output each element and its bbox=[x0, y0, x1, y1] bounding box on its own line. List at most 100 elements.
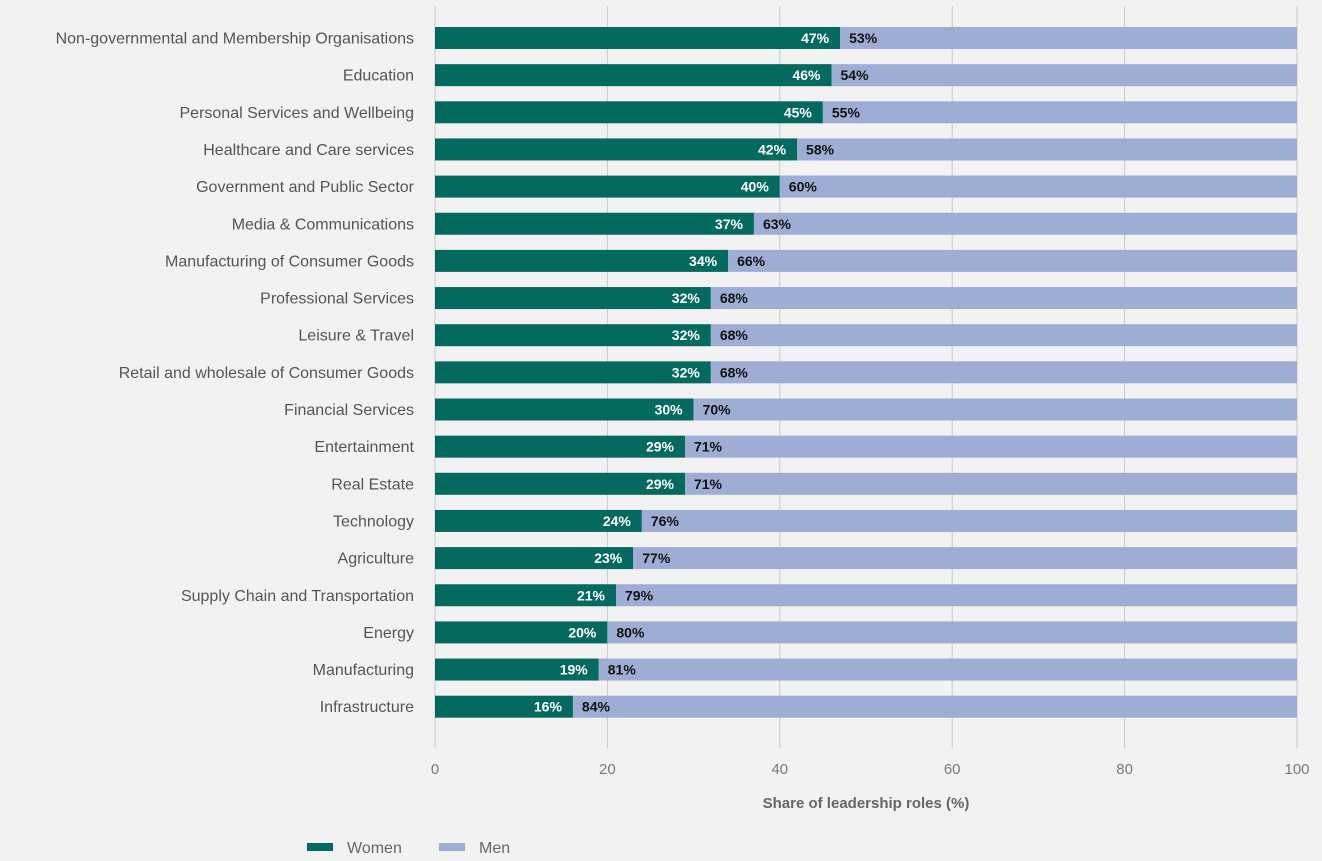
bar-men bbox=[797, 138, 1297, 161]
bar-men bbox=[693, 398, 1297, 421]
bar-women bbox=[435, 101, 823, 124]
category-label: Education bbox=[343, 68, 414, 85]
bar-women bbox=[435, 324, 711, 347]
bar-women bbox=[435, 398, 694, 421]
data-label-men: 77% bbox=[642, 550, 671, 566]
bars: 47% 53% 46% 54% 45% 55% 42% 58% 40% 60% 37% 63% 34% 6… bbox=[435, 27, 1297, 718]
bar-men bbox=[822, 101, 1297, 124]
category-label: Retail and wholesale of Consumer Goods bbox=[119, 365, 414, 382]
bar-women bbox=[435, 509, 642, 532]
x-tick-label: 80 bbox=[1116, 761, 1133, 778]
bar-men bbox=[710, 287, 1297, 310]
legend-label-women: Women bbox=[347, 840, 402, 857]
category-label: Manufacturing bbox=[313, 662, 414, 679]
legend-label-men: Men bbox=[479, 840, 510, 857]
category-label: Agriculture bbox=[338, 551, 415, 568]
data-label-men: 66% bbox=[737, 253, 766, 269]
bar-women bbox=[435, 658, 599, 681]
data-label-women: 46% bbox=[792, 67, 821, 83]
x-tick-label: 100 bbox=[1284, 761, 1309, 778]
category-label: Infrastructure bbox=[320, 699, 414, 716]
bar-women bbox=[435, 695, 573, 718]
data-label-women: 20% bbox=[568, 624, 597, 640]
category-label: Professional Services bbox=[260, 291, 414, 308]
data-label-women: 23% bbox=[594, 550, 623, 566]
bar-men bbox=[641, 509, 1297, 532]
data-label-women: 19% bbox=[560, 662, 589, 678]
data-label-men: 55% bbox=[832, 104, 861, 120]
legend-swatch-women bbox=[307, 843, 333, 851]
bar-women bbox=[435, 27, 841, 49]
data-label-men: 58% bbox=[806, 141, 835, 157]
data-label-women: 34% bbox=[689, 253, 718, 269]
x-tick-label: 0 bbox=[431, 761, 439, 778]
bar-women bbox=[435, 435, 685, 458]
data-label-women: 47% bbox=[801, 30, 830, 46]
category-label: Healthcare and Care services bbox=[203, 142, 414, 159]
category-label: Real Estate bbox=[331, 476, 414, 493]
legend-swatch-men bbox=[439, 843, 465, 851]
data-label-men: 54% bbox=[841, 67, 870, 83]
data-label-women: 24% bbox=[603, 513, 632, 529]
data-label-men: 84% bbox=[582, 699, 611, 715]
bar-women bbox=[435, 175, 780, 198]
category-label: Entertainment bbox=[314, 439, 414, 456]
bar-men bbox=[598, 658, 1297, 681]
legend: Women Men bbox=[307, 840, 510, 857]
bar-women bbox=[435, 472, 685, 495]
bar-women bbox=[435, 249, 729, 272]
data-label-women: 37% bbox=[715, 216, 744, 232]
data-label-men: 76% bbox=[651, 513, 680, 529]
data-label-women: 42% bbox=[758, 141, 787, 157]
bar-women bbox=[435, 64, 832, 87]
data-label-men: 79% bbox=[625, 587, 654, 603]
data-label-women: 21% bbox=[577, 587, 606, 603]
bar-women bbox=[435, 361, 711, 384]
bar-men bbox=[728, 249, 1297, 272]
data-label-women: 32% bbox=[672, 327, 701, 343]
bar-women bbox=[435, 212, 754, 235]
x-axis-title: Share of leadership roles (%) bbox=[763, 795, 970, 812]
data-label-men: 53% bbox=[849, 30, 878, 46]
category-label: Media & Communications bbox=[232, 216, 414, 233]
bar-men bbox=[572, 695, 1297, 718]
bar-men bbox=[710, 324, 1297, 347]
x-axis-ticks: 0 20 40 60 80 100 bbox=[431, 761, 1310, 778]
bar-women bbox=[435, 287, 711, 310]
x-tick-label: 60 bbox=[944, 761, 961, 778]
data-label-women: 45% bbox=[784, 104, 813, 120]
bar-men bbox=[684, 435, 1297, 458]
bar-men bbox=[710, 361, 1297, 384]
bar-men bbox=[616, 584, 1297, 607]
category-label: Manufacturing of Consumer Goods bbox=[165, 253, 414, 270]
data-label-men: 63% bbox=[763, 216, 792, 232]
bar-men bbox=[633, 547, 1297, 570]
bar-women bbox=[435, 584, 617, 607]
bar-men bbox=[607, 621, 1297, 644]
data-label-men: 81% bbox=[608, 662, 637, 678]
bar-men bbox=[840, 27, 1297, 49]
category-label: Supply Chain and Transportation bbox=[181, 588, 414, 605]
data-label-women: 40% bbox=[741, 179, 770, 195]
data-label-men: 68% bbox=[720, 327, 749, 343]
bar-women bbox=[435, 547, 634, 570]
data-label-women: 16% bbox=[534, 699, 563, 715]
data-label-women: 32% bbox=[672, 290, 701, 306]
category-label: Government and Public Sector bbox=[196, 179, 415, 196]
category-labels: Non-governmental and Membership Organisa… bbox=[56, 31, 415, 717]
data-label-women: 29% bbox=[646, 439, 675, 455]
data-label-men: 60% bbox=[789, 179, 818, 195]
bar-women bbox=[435, 138, 798, 161]
x-tick-label: 40 bbox=[771, 761, 788, 778]
category-label: Energy bbox=[363, 625, 414, 642]
data-label-men: 71% bbox=[694, 476, 723, 492]
x-tick-label: 20 bbox=[599, 761, 616, 778]
category-label: Technology bbox=[333, 513, 414, 530]
data-label-men: 71% bbox=[694, 439, 723, 455]
data-label-men: 70% bbox=[703, 402, 732, 418]
category-label: Leisure & Travel bbox=[298, 328, 414, 345]
bar-men bbox=[753, 212, 1297, 235]
category-label: Financial Services bbox=[284, 402, 414, 419]
data-label-men: 68% bbox=[720, 290, 749, 306]
